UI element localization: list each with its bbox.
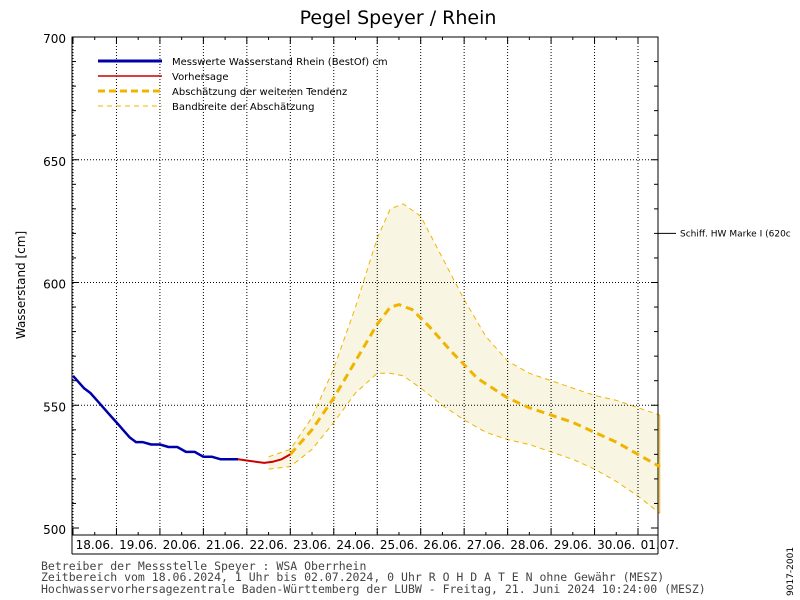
x-tick-label: 01.07. [641,538,679,552]
x-tick-label: 18.06. [76,538,114,552]
ticks-layer: 500 550 600 650 700 18.06. 19.06. 20.06. 21.06. 2… [43,32,679,555]
x-tick-label: 20.06. [163,538,201,552]
reference-marker: Schiff. HW Marke I (620c [658,229,791,239]
reference-label: Schiff. HW Marke I (620c [680,229,791,239]
footer-agency: Hochwasservorhersagezentrale Baden-Württ… [41,582,706,596]
x-tick-label: 30.06. [597,538,635,552]
legend-label-tendency: Abschätzung der weiteren Tendenz [172,87,347,98]
x-tick-label: 25.06. [380,538,418,552]
y-tick-label: 700 [43,32,66,46]
footer-operator: Betreiber der Messstelle Speyer : WSA Ob… [41,559,366,573]
x-tick-label: 22.06. [249,538,287,552]
x-tick-label: 26.06. [423,538,461,552]
chart-title: Pegel Speyer / Rhein [300,7,497,29]
x-tick-label: 23.06. [293,538,331,552]
y-tick-label: 500 [43,523,66,537]
legend-label-forecast: Vorhersage [172,72,229,83]
band-upper-line [268,203,660,458]
forecast-line [238,453,291,464]
x-tick-label: 19.06. [119,538,157,552]
series-layer [72,303,661,468]
legend-label-band: Bandbreite der Abschätzung [172,102,314,113]
side-code: 9017-2001 [786,547,796,596]
y-axis-label: Wasserstand [cm] [14,231,28,339]
y-tick-label: 650 [43,155,66,169]
x-tick-label: 28.06. [510,538,548,552]
plot-frame [71,36,659,536]
footer-time-range: Zeitbereich vom 18.06.2024, 1 Uhr bis 02… [41,570,664,584]
measured-line [72,374,239,461]
y-tick-label: 600 [43,278,66,292]
band-lower-line [268,372,661,514]
x-tick-label: 29.06. [554,538,592,552]
grid-layer [72,37,658,535]
legend-label-measured: Messwerte Wasserstand Rhein (BestOf) cm [172,57,388,68]
x-tick-label: 27.06. [467,538,505,552]
x-tick-label: 21.06. [206,538,244,552]
y-tick-label: 550 [43,400,66,414]
x-tick-label: 24.06. [336,538,374,552]
legend: Messwerte Wasserstand Rhein (BestOf) cm V… [98,57,388,113]
